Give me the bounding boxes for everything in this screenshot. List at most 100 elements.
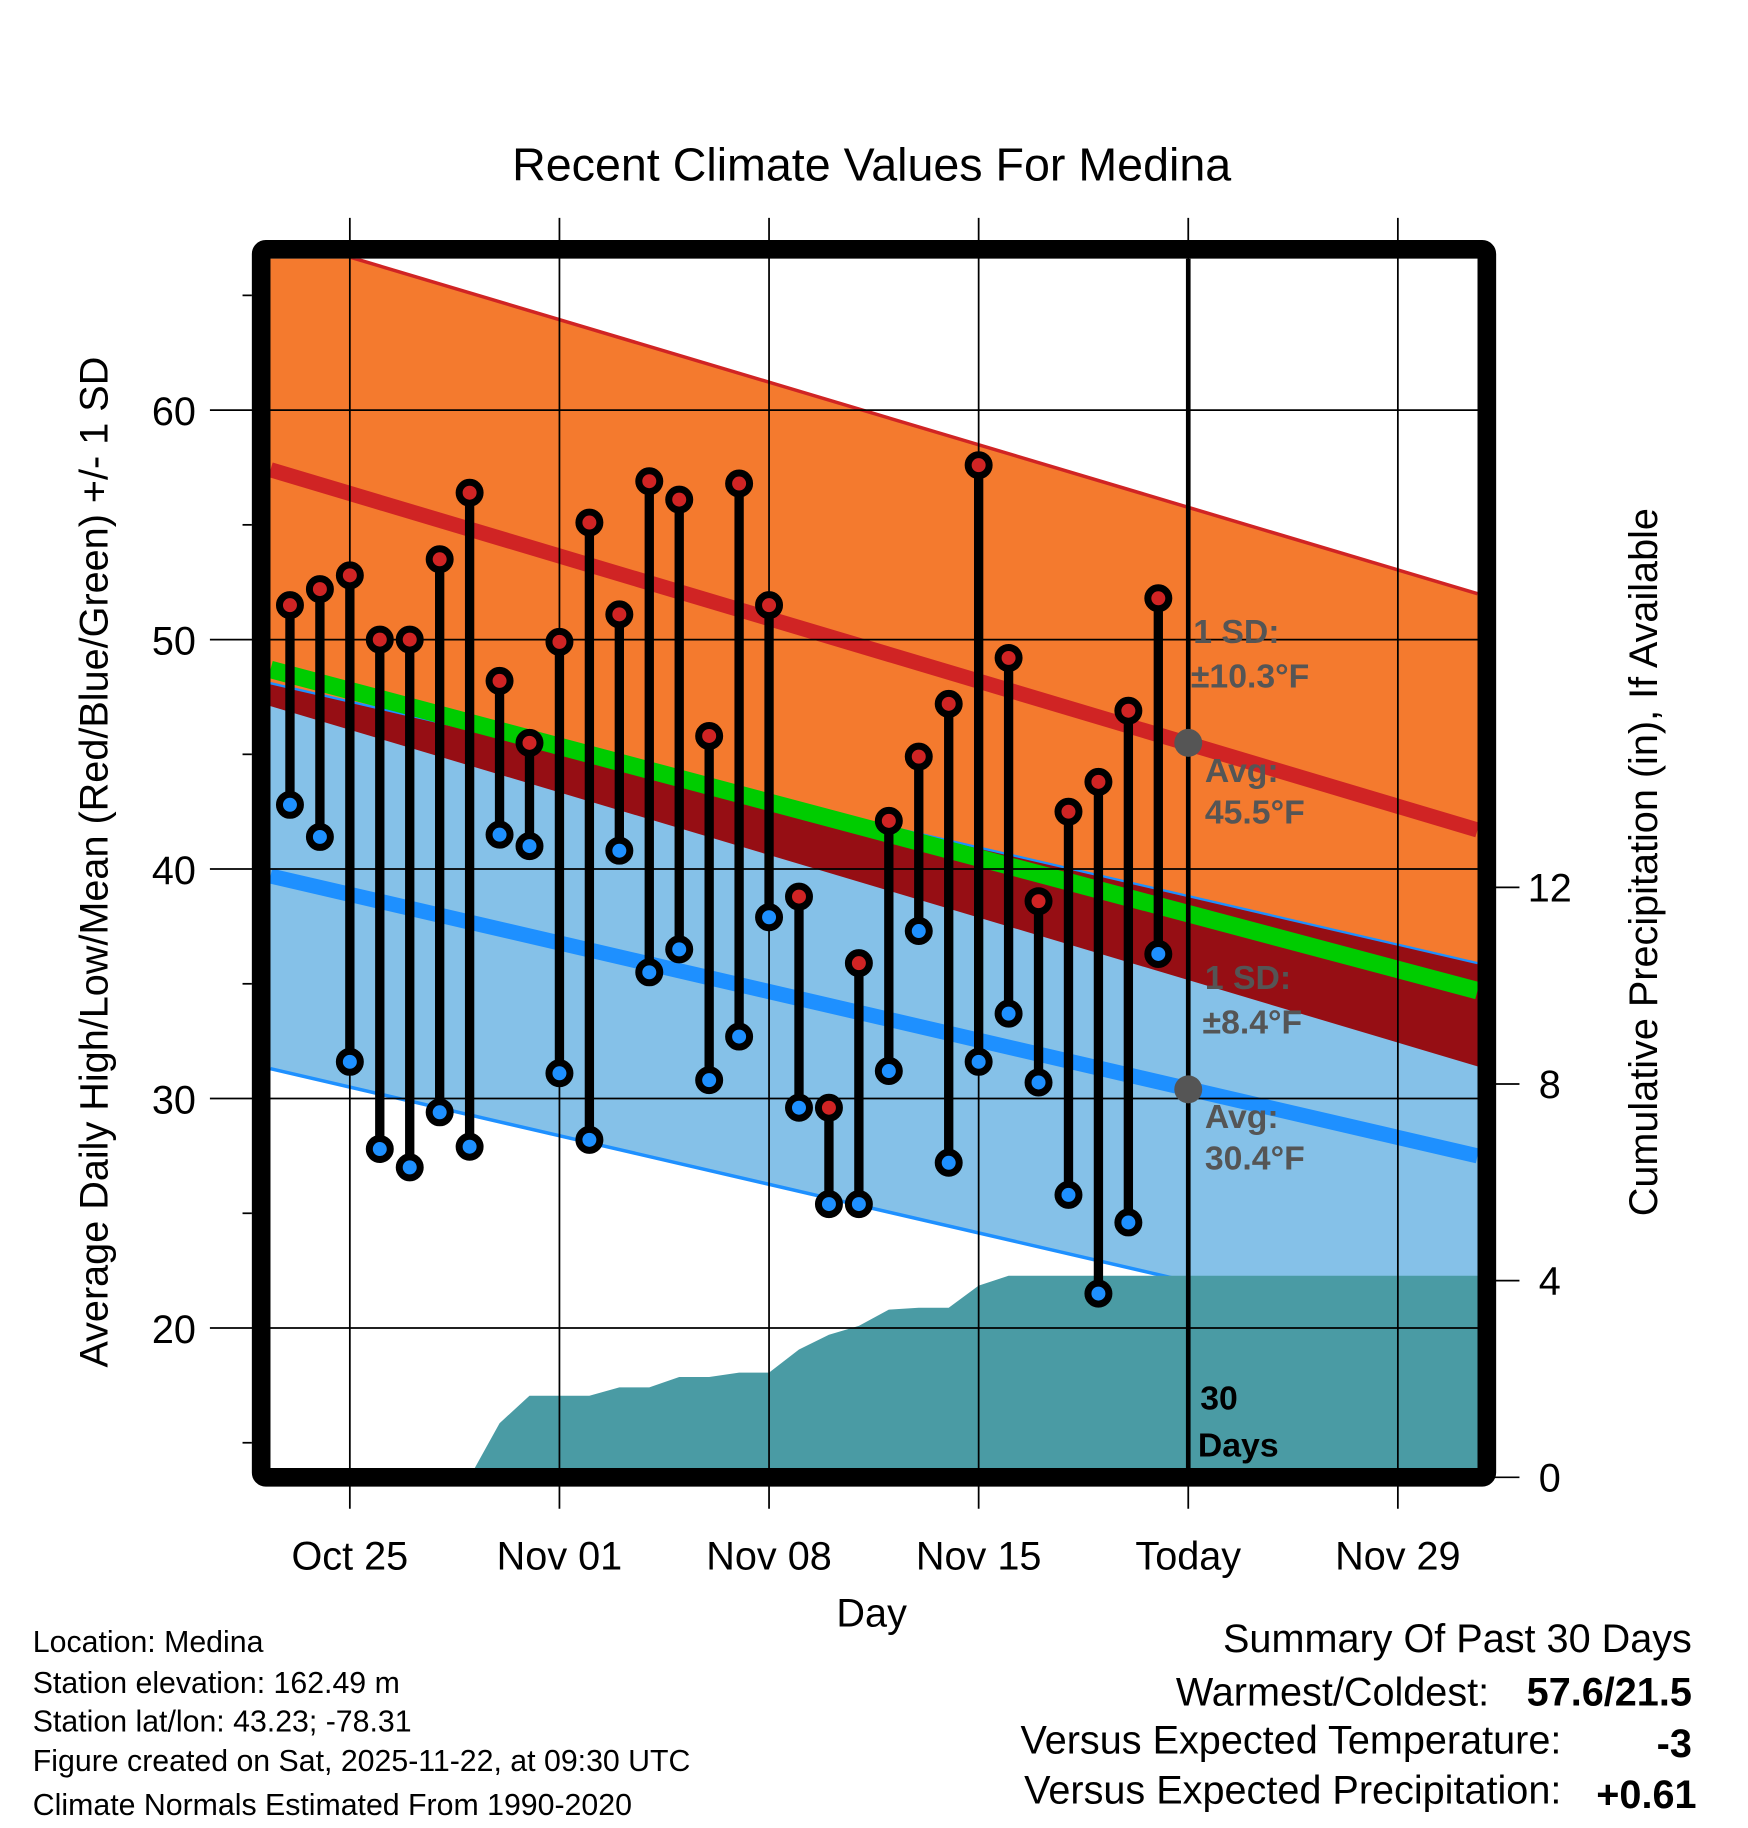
daily-high-point: [425, 545, 454, 574]
footer-location: Location: Medina: [33, 1626, 264, 1659]
footer-latlon: Station lat/lon: 43.23; -78.31: [33, 1705, 412, 1738]
daily-low-point: [455, 1132, 484, 1161]
window-label-days: Days: [1198, 1426, 1279, 1464]
summary-precip-value: +0.61: [1596, 1773, 1696, 1817]
y-tick-label: 20: [152, 1308, 196, 1352]
chart-title: Recent Climate Values For Medina: [512, 139, 1231, 191]
daily-low-point: [934, 1148, 963, 1177]
daily-high-point: [904, 742, 933, 771]
daily-low-point: [305, 822, 334, 851]
daily-high-point: [994, 643, 1023, 672]
daily-low-point: [425, 1098, 454, 1127]
low-sd-value: ±8.4°F: [1203, 1003, 1303, 1041]
daily-low-point: [814, 1190, 843, 1219]
high-sd-band: [270, 258, 1478, 1067]
plot-frame: [251, 240, 1497, 1487]
daily-low-point: [874, 1057, 903, 1085]
daily-low-point: [515, 832, 544, 861]
y-tick-label: 50: [152, 620, 196, 664]
y2-axis-label: Cumulative Precipitation (in), If Availa…: [1622, 508, 1666, 1216]
daily-high-point: [335, 561, 364, 590]
daily-high-point: [934, 689, 963, 718]
daily-low-point: [395, 1153, 424, 1182]
high-sd-upper-line: [348, 258, 1478, 596]
data-marks: [275, 258, 1203, 1468]
y-axis-label: Average Daily High/Low/Mean (Red/Blue/Gr…: [72, 357, 116, 1368]
daily-low-point: [1114, 1208, 1143, 1237]
daily-low-point: [695, 1066, 724, 1095]
daily-low-point: [1024, 1068, 1053, 1097]
x-tick-label: Today: [1135, 1534, 1241, 1578]
x-tick-label: Nov 08: [706, 1534, 832, 1578]
high-avg-value: 45.5°F: [1205, 794, 1305, 832]
daily-low-point: [635, 958, 664, 987]
summary-warm-cold-label: Warmest/Coldest:: [1176, 1671, 1489, 1715]
axes: Oct 25 Nov 01 Nov 08 Nov 15 Today Nov 29 20 30 4…: [152, 390, 1572, 1578]
daily-high-point: [575, 508, 604, 537]
y2-tick-label: 0: [1539, 1456, 1561, 1500]
daily-high-point: [755, 591, 784, 620]
daily-high-point: [964, 451, 993, 480]
daily-high-point: [725, 469, 754, 498]
footer-elevation: Station elevation: 162.49 m: [33, 1667, 400, 1700]
daily-low-point: [1144, 939, 1173, 968]
y-tick-label: 60: [152, 390, 196, 434]
high-avg-label: Avg:: [1205, 752, 1279, 790]
annotations: 1 SD: ±10.3°F Avg: 45.5°F 1 SD: ±8.4°F A…: [1191, 613, 1309, 1464]
daily-low-point: [964, 1047, 993, 1076]
daily-low-point: [485, 820, 514, 849]
daily-high-point: [365, 625, 394, 654]
normal-bands: [270, 258, 1478, 1468]
y2-tick-label: 12: [1528, 866, 1572, 910]
daily-high-point: [874, 806, 903, 835]
daily-high-point: [395, 625, 424, 654]
daily-low-point: [785, 1093, 813, 1122]
daily-low-point: [335, 1047, 364, 1076]
low-avg-value: 30.4°F: [1205, 1140, 1305, 1178]
daily-high-point: [1144, 584, 1173, 613]
daily-high-point: [814, 1093, 843, 1122]
high-sd-label: 1 SD:: [1193, 613, 1279, 651]
x-tick-label: Nov 01: [497, 1534, 623, 1578]
daily-high-point: [455, 478, 484, 507]
daily-high-point: [665, 485, 694, 514]
daily-high-point: [1084, 767, 1113, 796]
summary-temp-label: Versus Expected Temperature:: [1020, 1718, 1561, 1762]
daily-low-point: [665, 935, 694, 964]
daily-low-point: [994, 999, 1023, 1028]
overlap-band: [270, 683, 1478, 1067]
daily-high-point: [1024, 887, 1053, 916]
daily-high-point: [515, 728, 544, 757]
daily-low-point: [1084, 1279, 1113, 1308]
daily-low-point: [844, 1190, 873, 1219]
daily-high-point: [635, 467, 664, 496]
summary-temp-value: -3: [1657, 1722, 1692, 1766]
daily-low-point: [545, 1059, 574, 1088]
x-tick-label: Oct 25: [291, 1534, 408, 1578]
y2-tick-label: 8: [1539, 1063, 1561, 1107]
daily-low-point: [1054, 1180, 1083, 1209]
low-sd-label: 1 SD:: [1205, 959, 1291, 997]
daily-high-point: [545, 627, 574, 656]
y-tick-label: 40: [152, 849, 196, 893]
daily-high-point: [305, 575, 334, 604]
footer-info: Location: Medina Station elevation: 162.…: [33, 1626, 691, 1822]
x-axis-label: Day: [836, 1591, 907, 1635]
daily-low-point: [275, 790, 304, 819]
daily-low-point: [904, 917, 933, 945]
summary-warm-cold-value: 57.6/21.5: [1527, 1671, 1692, 1715]
window-label-days-count: 30: [1200, 1380, 1238, 1418]
daily-high-point: [785, 882, 813, 911]
cumulative-precip-area: [270, 1275, 1478, 1468]
daily-low-point: [725, 1022, 754, 1051]
daily-high-point: [695, 721, 724, 750]
high-sd-value: ±10.3°F: [1191, 657, 1309, 695]
daily-low-point: [605, 836, 634, 865]
daily-high-point: [1054, 797, 1083, 826]
x-tick-label: Nov 15: [916, 1534, 1042, 1578]
y2-tick-label: 4: [1539, 1260, 1561, 1304]
daily-high-point: [485, 666, 514, 695]
summary-panel: Summary Of Past 30 Days Warmest/Coldest:…: [1020, 1617, 1696, 1817]
daily-high-point: [844, 949, 873, 978]
